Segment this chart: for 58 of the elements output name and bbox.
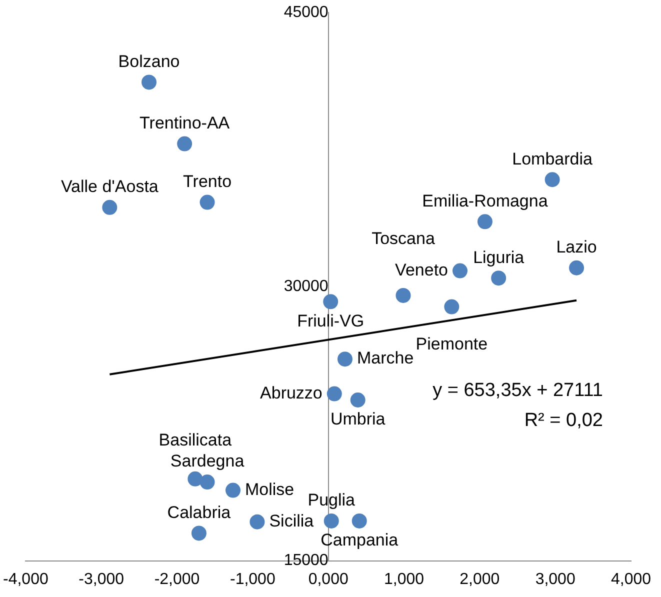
point: [191, 526, 206, 541]
point: [352, 513, 367, 528]
point: [337, 352, 352, 367]
point: [396, 288, 411, 303]
point: [569, 260, 584, 276]
annotation: Emilia-Romagna: [422, 191, 548, 210]
x-tick-label: -2,000: [154, 570, 200, 588]
point: [326, 386, 342, 402]
annotation: Sicilia: [269, 512, 314, 531]
x-tick-label: 2,000: [460, 570, 500, 588]
annotation: Bolzano: [118, 52, 180, 71]
point: [102, 200, 118, 215]
annotation: Sardegna: [170, 452, 245, 471]
y-tick-label: 45000: [284, 4, 328, 22]
annotation: Piemonte: [416, 334, 488, 354]
annotation: Lombardia: [512, 149, 594, 168]
x-tick-label: 3,000: [535, 570, 576, 588]
x-tick-label: -1,000: [230, 570, 276, 588]
annotation: Toscana: [372, 229, 436, 248]
x-tick-label: -4,000: [2, 570, 48, 588]
point: [444, 299, 460, 314]
annotation: Veneto: [395, 260, 448, 280]
x-tick-label: 0,000: [308, 570, 348, 588]
point: [200, 474, 215, 490]
annotation: Calabria: [167, 502, 232, 522]
annotation: Marche: [356, 348, 414, 368]
annotation: Molise: [245, 480, 294, 499]
point: [200, 194, 215, 210]
annotation: Friuli-VG: [297, 311, 364, 330]
annotation: Campania: [320, 530, 399, 550]
x-tick-label: 4,000: [610, 570, 652, 588]
point: [544, 172, 560, 188]
y-tick-label: 30000: [284, 278, 328, 296]
annotation: Umbria: [330, 410, 386, 429]
point: [226, 482, 241, 498]
annotation: Lazio: [556, 238, 597, 257]
annotation: Basilicata: [158, 430, 232, 450]
point: [452, 263, 468, 278]
annotation: Puglia: [308, 490, 356, 510]
annotation: R² = 0,02: [524, 410, 603, 432]
point: [188, 471, 203, 486]
y-tick-label: 15000: [284, 552, 328, 570]
point: [250, 514, 265, 530]
annotation: Trento: [183, 172, 232, 191]
annotation: Trentino-AA: [140, 113, 230, 132]
point: [177, 136, 192, 152]
point: [477, 214, 492, 230]
point: [350, 392, 366, 408]
annotation: y = 653,35x + 27111: [432, 380, 603, 402]
point: [323, 294, 338, 310]
annotation: Liguria: [473, 248, 525, 267]
x-tick-label: 1,000: [384, 570, 424, 588]
annotation: Valle d'Aosta: [60, 177, 159, 196]
annotation: Abruzzo: [260, 383, 322, 402]
point: [324, 513, 339, 528]
point: [142, 74, 157, 90]
point: [491, 270, 506, 286]
x-tick-label: -3,000: [78, 570, 124, 588]
